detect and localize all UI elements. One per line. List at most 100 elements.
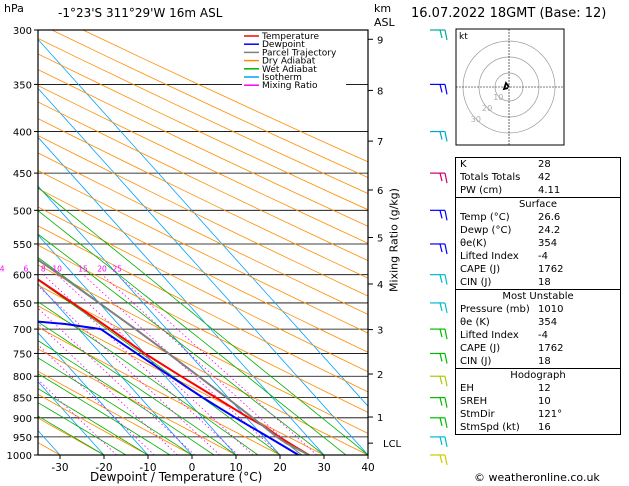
dry-adiabat-line: [38, 348, 237, 455]
dry-adiabat-line: [38, 188, 368, 353]
wind-barb-flag: [444, 243, 448, 255]
dry-adiabat-line: [38, 225, 368, 393]
hodograph-ring-label: 30: [471, 115, 481, 124]
surface-row: θe(K) 354: [460, 238, 558, 249]
wind-barb-flag: [444, 210, 448, 221]
index-row-pw: PW (cm) 4.11: [460, 185, 561, 196]
mu-row: CAPE (J) 1762: [460, 343, 564, 354]
wind-barb-flag: [439, 131, 443, 140]
mu-row: θe (K) 354: [460, 317, 558, 328]
wind-barb-flag: [439, 328, 443, 338]
wind-barb-flag: [444, 302, 448, 314]
mixing-ratio-label: 10: [52, 265, 62, 274]
dry-adiabat-line: [38, 264, 368, 434]
wind-barb-flag: [444, 353, 448, 364]
dry-adiabat-line: [38, 135, 368, 297]
pressure-label: 350: [13, 80, 32, 91]
wind-barb-flag: [444, 436, 448, 448]
temperature-tick-label: 30: [317, 462, 330, 474]
km-tick-label: 9: [377, 35, 383, 46]
mixing-ratio-label: 25: [112, 265, 122, 274]
wind-barb-flag: [439, 29, 443, 39]
parcel-legend-label: Parcel Trajectory: [262, 48, 337, 58]
wind-barb-flag: [439, 274, 443, 283]
wind-barb-flag: [444, 29, 448, 41]
temperature-tick-label: -20: [95, 462, 112, 474]
wind-barb-flag: [444, 376, 448, 387]
surface-row: Dewp (°C) 24.2: [460, 225, 561, 236]
mu-row: Lifted Index -4: [460, 330, 548, 341]
wind-barb-flag: [439, 210, 443, 219]
temperature-tick-label: 40: [361, 462, 374, 474]
hodograph-table-title: Hodograph: [510, 370, 566, 381]
wind-barb-flag: [444, 84, 448, 95]
km-tick-label: 8: [377, 86, 383, 97]
hpa-label: hPa: [4, 2, 24, 15]
km-tick-label: 4: [377, 280, 383, 291]
wind-barb-flag: [439, 436, 443, 446]
hodograph-trace: [502, 81, 510, 91]
dry-adiabat-line: [38, 393, 149, 455]
dry-adiabat-line: [38, 206, 368, 373]
pressure-label: 700: [13, 325, 32, 336]
pressure-label: 400: [13, 128, 32, 139]
surface-row: CAPE (J) 1762: [460, 264, 564, 275]
dry-adiabat-line: [38, 244, 368, 413]
dry-adiabat-line: [38, 118, 368, 279]
plot-frame: [37, 29, 369, 456]
pressure-label: 600: [13, 271, 32, 282]
pressure-label: 800: [13, 372, 32, 383]
mixing-legend-label: Mixing Ratio: [262, 81, 318, 91]
mixing-ratio-label: 6: [23, 265, 28, 274]
pressure-label: 500: [13, 206, 32, 217]
pressure-label: 450: [13, 169, 32, 180]
surface-row: Temp (°C) 26.6: [460, 212, 561, 223]
lcl-label: LCL: [383, 439, 402, 450]
temperature-tick-label: 20: [273, 462, 286, 474]
wind-barb-flag: [444, 397, 448, 408]
wet-adiabat-line: [38, 279, 281, 455]
mixing-ratio-label: 4: [0, 265, 5, 274]
index-row-k: K 28: [460, 159, 551, 170]
km-tick-label: 7: [377, 137, 383, 148]
wind-barb-flag: [444, 173, 448, 184]
dry-adiabat-line: [38, 326, 281, 455]
km-tick-label: 1: [377, 413, 383, 424]
pressure-label: 1000: [7, 451, 32, 462]
pressure-label: 650: [13, 299, 32, 310]
footer-credit[interactable]: © weatheronline.co.uk: [474, 471, 600, 484]
hodo-row: StmDir 121°: [460, 409, 563, 420]
surface-title: Surface: [518, 199, 558, 210]
wet-adiabat-line: [38, 357, 193, 455]
wind-barb-flag: [439, 417, 443, 426]
temperature-tick-label: -30: [51, 462, 68, 474]
temperature-legend-label: Temperature: [261, 32, 319, 42]
pressure-label: 950: [13, 433, 32, 444]
dry-adiabat-line: [38, 37, 368, 194]
km-tick-label: 2: [377, 370, 383, 381]
km-tick-label: 6: [377, 186, 383, 197]
wind-barb-flag: [439, 172, 443, 182]
wet-adiabat-line: [38, 301, 259, 455]
isotherm-line: [38, 381, 105, 455]
wet-adiabat-legend-label: Wet Adiabat: [262, 65, 317, 75]
datetime-title: 16.07.2022 18GMT (Base: 12): [411, 6, 607, 21]
mu-row: Pressure (mb) 1010: [460, 304, 564, 315]
wet-adiabat-line: [38, 210, 347, 455]
pressure-label: 750: [13, 349, 32, 360]
wind-barb-flag: [439, 397, 443, 406]
mixing-ratio-label: 8: [41, 265, 46, 274]
isotherm-line: [38, 185, 281, 455]
wind-barb-flag: [444, 328, 448, 340]
isotherm-legend-label: Isotherm: [262, 73, 302, 83]
wind-barb-flag: [444, 454, 448, 466]
hodo-row: StmSpd (kt) 16: [460, 422, 551, 433]
wind-barb-flag: [444, 131, 448, 142]
wind-barb-flag: [444, 274, 448, 285]
indices-table: K 28 Totals Totals 42 PW (cm) 4.11 Surface …: [455, 157, 621, 435]
wind-barb-flag: [439, 454, 443, 464]
isotherm-line: [38, 87, 368, 455]
wet-adiabat-line: [38, 388, 149, 455]
wet-adiabat-line: [38, 373, 171, 455]
